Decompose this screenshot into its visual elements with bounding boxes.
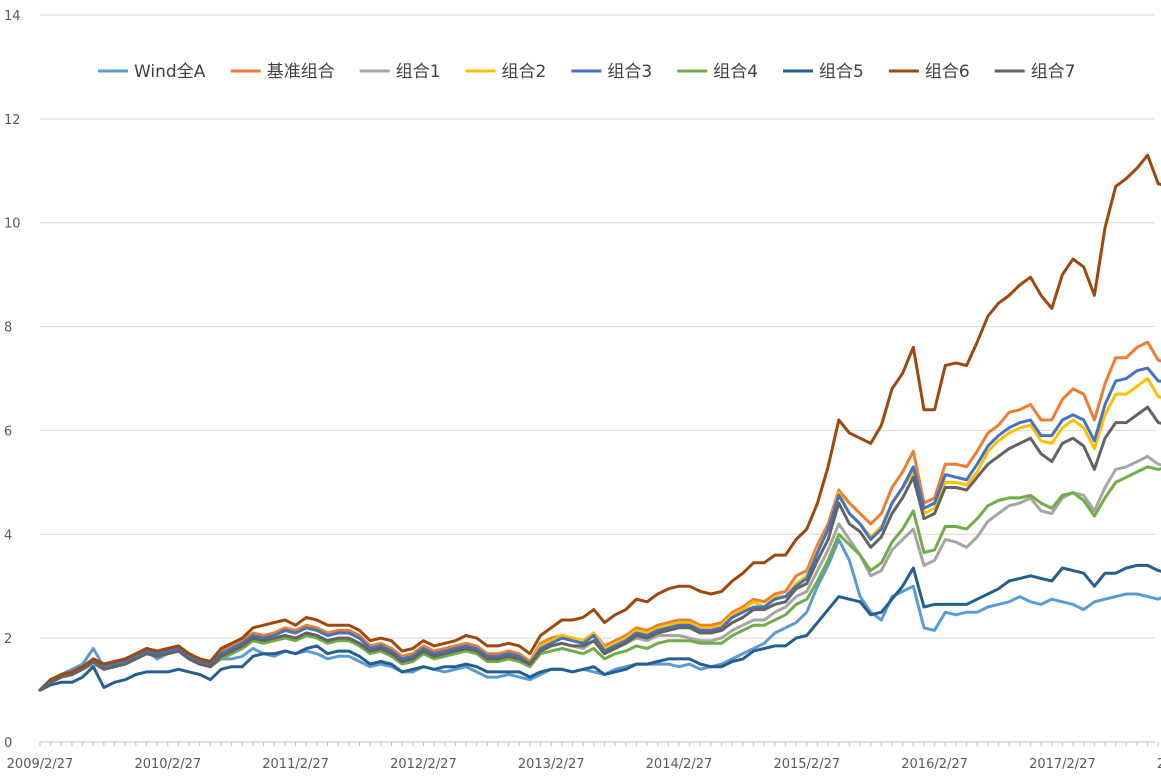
legend-item: 组合1 [359, 62, 441, 82]
legend-label: 组合4 [713, 62, 758, 82]
series-line-4 [38, 377, 1161, 692]
legend-item: 组合7 [994, 62, 1076, 82]
x-axis: 2009/2/27 2010/2/27 2011/2/27 2012/2/27 2013… [7, 741, 1161, 772]
legend-item: 组合2 [465, 62, 547, 82]
x-tick-label: 2009/2/27 [7, 757, 74, 772]
y-tick-label: 8 [4, 321, 12, 336]
x-tick-label: 2015/2/27 [773, 757, 840, 772]
legend-item: 组合5 [783, 62, 864, 82]
y-tick-label: 4 [4, 528, 12, 543]
x-tick-label: 2010/2/27 [134, 757, 201, 772]
gridlines [40, 14, 1155, 639]
y-tick-label: 6 [4, 424, 12, 439]
legend-item: 组合4 [677, 62, 758, 82]
series-line-6 [38, 465, 1161, 692]
y-tick-label: 14 [4, 9, 21, 24]
y-tick-label: 0 [4, 736, 12, 751]
legend-label: 组合7 [1031, 62, 1076, 82]
x-tick-label: 2012/2/27 [390, 757, 457, 772]
legend-label: 组合3 [607, 62, 652, 82]
x-tick-label: 2011/2/27 [262, 757, 329, 772]
legend-label: Wind全A [134, 62, 206, 82]
x-tick-label: 2013/2/27 [518, 757, 585, 772]
series-line-8 [38, 153, 1161, 692]
series-line-5 [38, 366, 1161, 692]
series-line-2 [38, 340, 1161, 692]
x-tick-label: 2014/2/27 [646, 757, 713, 772]
legend-label: 组合5 [819, 62, 864, 82]
series-lines [38, 153, 1161, 692]
legend-item: 基准组合 [230, 62, 335, 82]
legend-label: 基准组合 [267, 62, 335, 82]
legend-item: Wind全A [98, 62, 206, 82]
y-tick-label: 2 [4, 632, 12, 647]
series-line-7 [38, 563, 1161, 692]
legend: Wind全A 基准组合 组合1 组合2 组合3 组合4 组合5 组合6 组合7 [98, 62, 1076, 82]
legend-label: 组合1 [396, 62, 441, 82]
series-line-1 [38, 538, 1161, 692]
x-tick-label: 2016/2/27 [901, 757, 968, 772]
y-tick-label: 12 [4, 113, 21, 128]
legend-label: 组合2 [502, 62, 547, 82]
legend-item: 组合3 [571, 62, 652, 82]
series-line-9 [38, 405, 1161, 692]
legend-label: 组合6 [925, 62, 970, 82]
y-axis-tick-labels: 0 2 4 6 8 10 12 14 [4, 9, 21, 751]
legend-item: 组合6 [888, 62, 970, 82]
x-tick-label: 2017/2/27 [1029, 757, 1096, 772]
y-tick-label: 10 [4, 217, 21, 232]
x-tick-label: 2018/2/27 [1157, 757, 1161, 772]
